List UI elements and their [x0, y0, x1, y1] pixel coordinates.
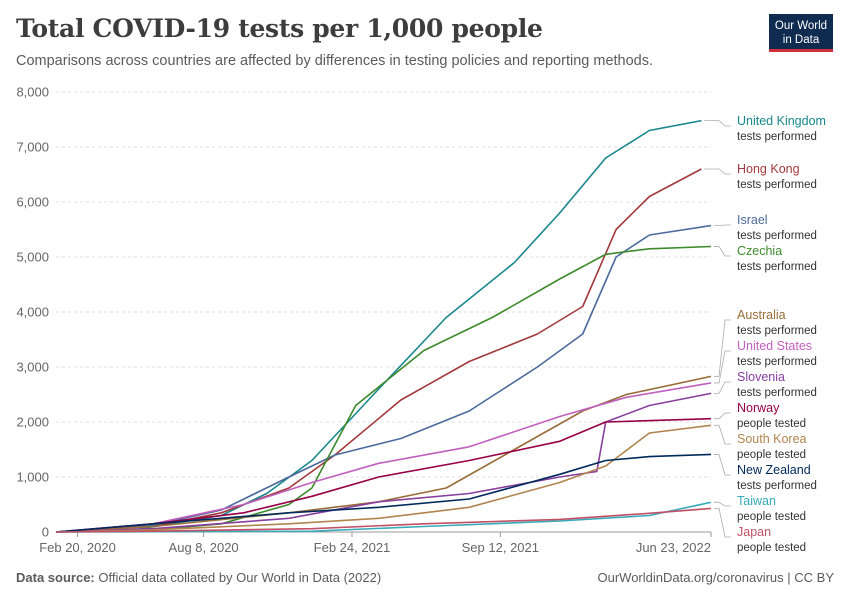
- x-tick-label: Aug 8, 2020: [169, 540, 239, 555]
- series-label: Taiwan: [737, 494, 776, 508]
- series-sublabel: tests performed: [737, 356, 817, 368]
- y-tick-label: 0: [42, 525, 49, 540]
- y-tick-label: 3,000: [16, 360, 49, 375]
- series-label: Israel: [737, 213, 768, 227]
- series-label: South Korea: [737, 432, 807, 446]
- chart-title: Total COVID-19 tests per 1,000 people: [16, 14, 543, 43]
- y-tick-label: 8,000: [16, 85, 49, 100]
- label-connector: [714, 246, 731, 257]
- logo-line-2: in Data: [782, 34, 820, 46]
- chart-subtitle: Comparisons across countries are affecte…: [16, 53, 654, 69]
- label-connector: [714, 507, 731, 538]
- label-connector: [714, 381, 731, 394]
- series-sublabel: tests performed: [737, 325, 817, 337]
- series-label: Slovenia: [737, 370, 785, 384]
- series-sublabel: tests performed: [737, 230, 817, 242]
- y-tick-label: 1,000: [16, 470, 49, 485]
- series-sublabel: tests performed: [737, 387, 817, 399]
- series-line: [55, 168, 702, 533]
- series-sublabel: people tested: [737, 511, 806, 523]
- series-line: [55, 245, 712, 533]
- series-line: [55, 224, 712, 533]
- owid-logo[interactable]: Our World in Data: [769, 14, 833, 52]
- series-line: [55, 453, 712, 533]
- label-connector: [714, 319, 731, 377]
- series-line: [55, 507, 712, 533]
- series-sublabel: tests performed: [737, 261, 817, 273]
- label-connector: [714, 424, 731, 445]
- series-line: [55, 382, 712, 533]
- data-source: Data source: Official data collated by O…: [16, 570, 381, 585]
- series-sublabel: tests performed: [737, 131, 817, 143]
- series-label: New Zealand: [737, 463, 811, 477]
- series-sublabel: tests performed: [737, 179, 817, 191]
- series-label: Japan: [737, 525, 771, 539]
- label-connector: [714, 224, 731, 227]
- y-tick-label: 4,000: [16, 305, 49, 320]
- series-sublabel: people tested: [737, 418, 806, 430]
- series-sublabel: people tested: [737, 542, 806, 554]
- label-connector: [704, 120, 731, 127]
- series-line: [55, 119, 702, 533]
- data-source-text[interactable]: Official data collated by Our World in D…: [98, 570, 382, 585]
- footer-link[interactable]: OurWorldinData.org/coronavirus | CC BY: [597, 570, 834, 585]
- x-tick-label: Jun 23, 2022: [636, 540, 711, 555]
- x-tick-label: Sep 12, 2021: [462, 540, 539, 555]
- series-label: Australia: [737, 308, 786, 322]
- series-label: Hong Kong: [737, 162, 800, 176]
- label-connector: [714, 501, 731, 507]
- label-connector: [714, 412, 731, 420]
- series-label: Norway: [737, 401, 780, 415]
- x-tick-label: Feb 20, 2020: [39, 540, 116, 555]
- label-connector: [704, 168, 731, 175]
- series-line: [55, 375, 712, 533]
- y-tick-label: 2,000: [16, 415, 49, 430]
- series-label: United Kingdom: [737, 114, 826, 128]
- logo-line-1: Our World: [774, 20, 828, 32]
- y-tick-label: 6,000: [16, 195, 49, 210]
- series-line: [55, 417, 712, 533]
- x-tick-label: Feb 24, 2021: [314, 540, 391, 555]
- data-source-label: Data source:: [16, 570, 95, 585]
- y-tick-label: 7,000: [16, 140, 49, 155]
- series-sublabel: tests performed: [737, 480, 817, 492]
- series-label: Czechia: [737, 244, 782, 258]
- y-tick-label: 5,000: [16, 250, 49, 265]
- label-connector: [714, 350, 731, 384]
- series-sublabel: people tested: [737, 449, 806, 461]
- series-line: [55, 392, 712, 533]
- label-connector: [714, 454, 731, 476]
- series-label: United States: [737, 339, 812, 353]
- series-line: [55, 424, 712, 533]
